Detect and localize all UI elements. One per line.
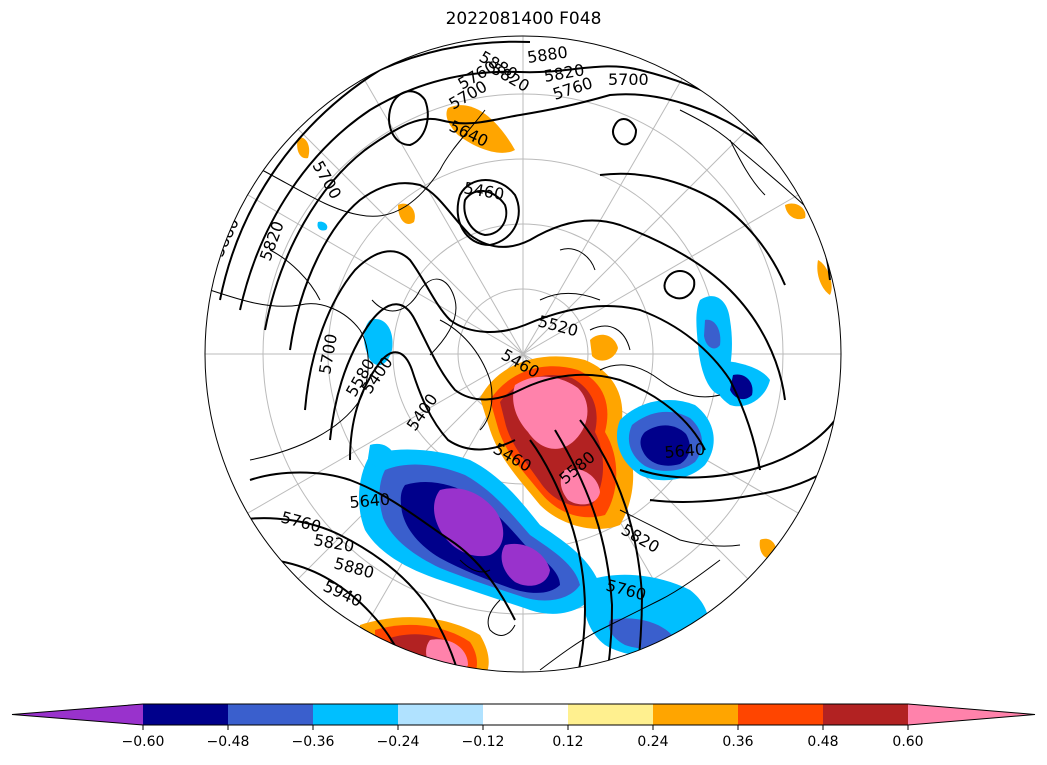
colorbar-segment — [653, 704, 738, 725]
colorbar-segment — [228, 704, 313, 725]
colorbar-segment — [398, 704, 483, 725]
colorbar-tick-label: 0.60 — [892, 734, 923, 750]
colorbar-tick-label: −0.12 — [462, 734, 505, 750]
colorbar-tick-label: −0.24 — [377, 734, 420, 750]
colorbar-segment — [483, 704, 568, 725]
colorbar-tick-label: −0.60 — [122, 734, 165, 750]
coastlines — [209, 109, 831, 671]
contour-label: 5640 — [664, 440, 706, 462]
colorbar-segment — [313, 704, 398, 725]
colorbar-segment — [143, 704, 228, 725]
colorbar-tick-label: 0.48 — [807, 734, 838, 750]
colorbar-segment — [568, 704, 653, 725]
colorbar-tick-label: −0.36 — [292, 734, 335, 750]
colorbar: −0.60 −0.48 −0.36 −0.24 −0.12 0.12 0.24 0.36 0.4… — [11, 703, 1036, 750]
colorbar-tick-label: 0.12 — [552, 734, 583, 750]
map-boundary — [204, 35, 842, 673]
map-title: 2022081400 F048 — [445, 9, 602, 29]
colorbar-tick-label: −0.48 — [207, 734, 250, 750]
colorbar-tick-label: 0.24 — [637, 734, 668, 750]
colorbar-segment — [738, 704, 823, 725]
colorbar-segment — [823, 704, 908, 725]
colorbar-extend-high — [908, 704, 1035, 725]
polar-map: 5880 5820 5760 5700 5640 5880 5820 5760 … — [204, 35, 842, 673]
colorbar-tick-label: 0.36 — [722, 734, 753, 750]
contour-label: 5640 — [349, 490, 391, 512]
colorbar-extend-low — [12, 704, 143, 725]
contour-label: 5700 — [608, 70, 649, 89]
